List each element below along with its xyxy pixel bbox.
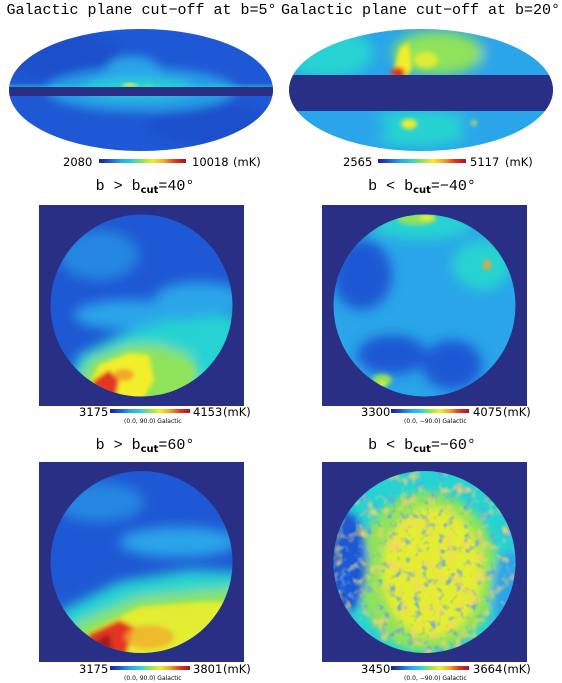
colorbar-max: 5117 bbox=[470, 155, 500, 169]
allsky-map-b5 bbox=[9, 29, 273, 151]
coordinate-label: (0.0, −90.0) Galactic bbox=[404, 418, 467, 425]
colorbar-unit: (mK) bbox=[233, 155, 261, 169]
cap-map-north-60 bbox=[39, 462, 244, 662]
colorbar bbox=[391, 666, 469, 670]
colorbar bbox=[99, 159, 186, 163]
coordinate-label: (0.0, 90.0) Galactic bbox=[124, 675, 182, 682]
colorbar-min: 3450 bbox=[361, 662, 391, 676]
colorbar-unit: (mK) bbox=[503, 405, 531, 419]
colorbar bbox=[391, 409, 469, 413]
colorbar-unit: (mK) bbox=[505, 155, 533, 169]
colorbar-unit: (mK) bbox=[503, 662, 531, 676]
allsky-map-b20 bbox=[289, 29, 553, 151]
cap-map-south-60 bbox=[322, 462, 527, 662]
colorbar bbox=[110, 409, 190, 413]
cap-map-south-40 bbox=[322, 205, 527, 406]
colorbar-unit: (mK) bbox=[223, 405, 251, 419]
colorbar-min: 3300 bbox=[361, 405, 391, 419]
colorbar-min: 3175 bbox=[79, 662, 109, 676]
colorbar-max: 4075 bbox=[473, 405, 503, 419]
coordinate-label: (0.0, −90.0) Galactic bbox=[404, 675, 467, 682]
colorbar-max: 4153 bbox=[193, 405, 223, 419]
colorbar-min: 3175 bbox=[79, 405, 109, 419]
panel-title: Galactic plane cut−off at b=20° bbox=[280, 2, 561, 19]
panel-title: Galactic plane cut−off at b=5° bbox=[6, 2, 277, 19]
colorbar-max: 3664 bbox=[473, 662, 503, 676]
cap-map-north-40 bbox=[39, 205, 244, 406]
colorbar bbox=[378, 159, 466, 163]
colorbar-unit: (mK) bbox=[223, 662, 251, 676]
panel-title: b > bcut=40° bbox=[95, 178, 195, 196]
panel-title: b > bcut=60° bbox=[95, 437, 195, 455]
colorbar bbox=[110, 666, 190, 670]
panel-title: b < bcut=−60° bbox=[368, 437, 476, 455]
colorbar-min: 2080 bbox=[63, 155, 93, 169]
colorbar-min: 2565 bbox=[343, 155, 373, 169]
panel-title: b < bcut=−40° bbox=[368, 178, 476, 196]
coordinate-label: (0.0, 90.0) Galactic bbox=[124, 418, 182, 425]
colorbar-max: 3801 bbox=[193, 662, 223, 676]
colorbar-max: 10018 bbox=[192, 155, 229, 169]
